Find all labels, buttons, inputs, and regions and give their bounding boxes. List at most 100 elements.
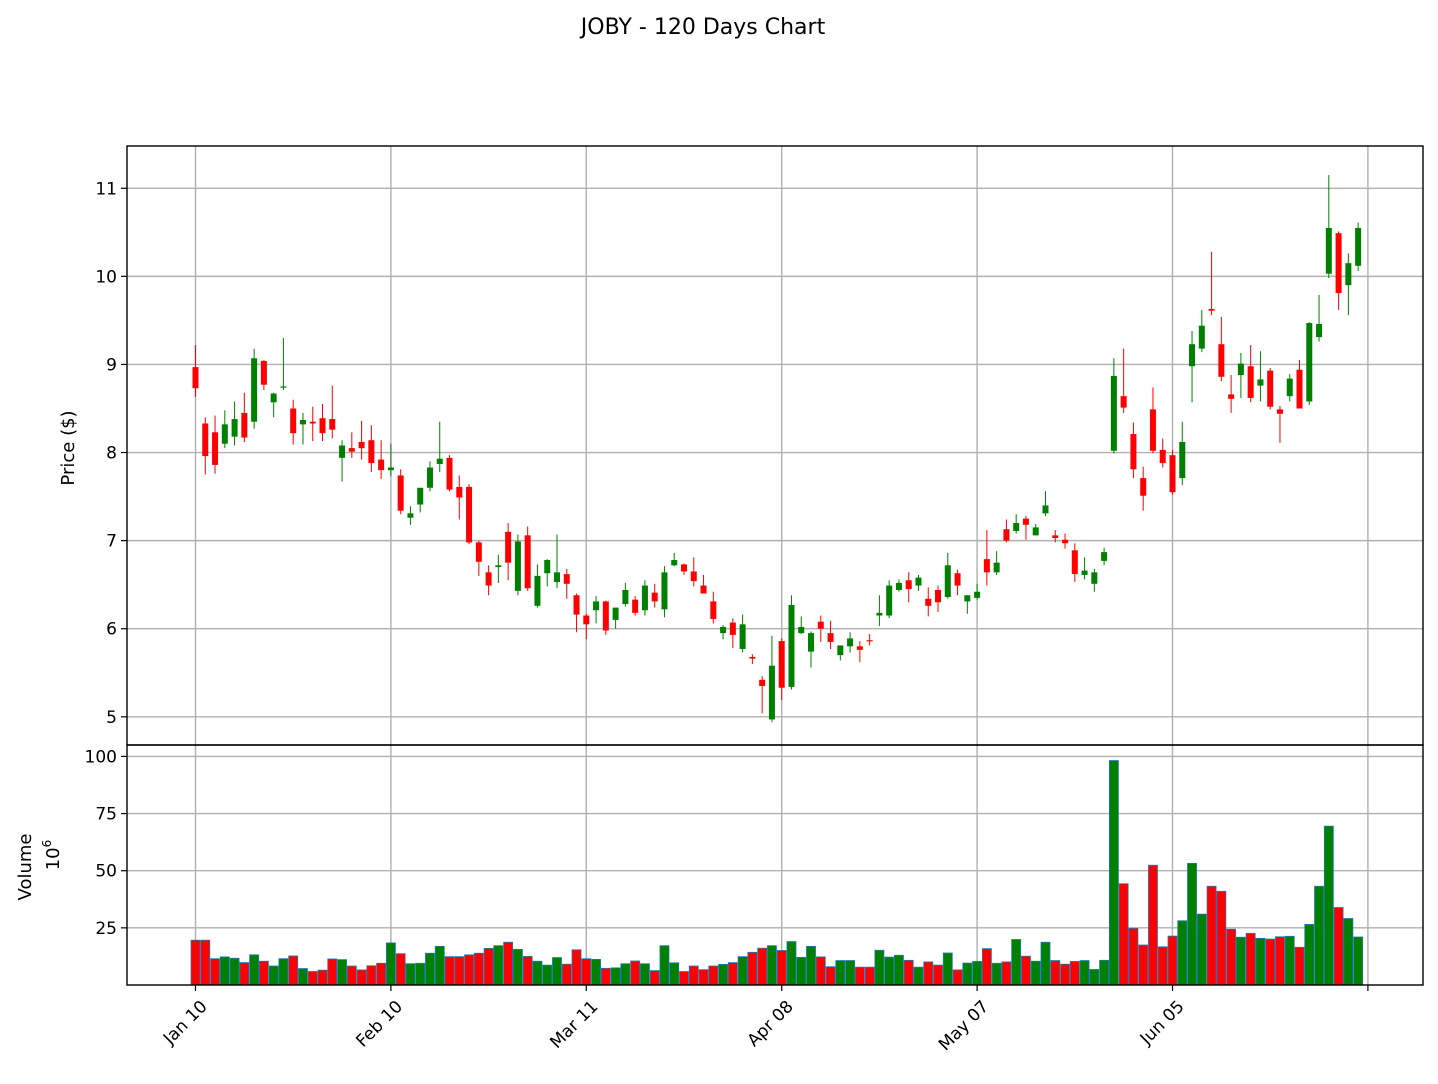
- candle-body: [476, 542, 482, 561]
- candle-body: [720, 627, 726, 633]
- volume-bar: [865, 967, 874, 985]
- candle-body: [1306, 323, 1312, 401]
- price-y-tick-label: 9: [106, 355, 117, 375]
- volume-bar: [572, 950, 581, 985]
- candle-body: [1091, 572, 1097, 583]
- volume-bar: [670, 963, 679, 985]
- candle-body: [847, 638, 853, 646]
- volume-bar: [904, 960, 913, 985]
- candle-body: [896, 583, 902, 590]
- candle-body: [769, 666, 775, 720]
- volume-bar: [1012, 940, 1021, 985]
- candle-body: [1062, 540, 1068, 544]
- volume-bar: [357, 970, 366, 985]
- candle-body: [388, 468, 394, 471]
- volume-bar: [680, 972, 689, 985]
- volume-bar: [689, 966, 698, 985]
- volume-bar: [1070, 961, 1079, 985]
- price-y-tick-label: 6: [106, 620, 117, 640]
- candle-body: [828, 633, 834, 642]
- volume-bar: [621, 964, 630, 985]
- candle-body: [1199, 326, 1205, 349]
- volume-bar: [562, 964, 571, 985]
- candle-body: [1277, 409, 1283, 413]
- candle-body: [837, 645, 843, 655]
- candle-body: [671, 560, 677, 565]
- volume-bar: [767, 946, 776, 985]
- candle-body: [280, 386, 286, 387]
- candle-body: [1013, 523, 1019, 531]
- volume-y-tick-label: 50: [95, 862, 117, 882]
- candle-body: [1121, 396, 1127, 407]
- volume-bar: [220, 957, 229, 985]
- volume-bar: [787, 942, 796, 985]
- candle-body: [349, 448, 355, 452]
- price-y-tick-label: 10: [95, 267, 117, 287]
- volume-bar: [631, 961, 640, 985]
- candle-body: [437, 459, 443, 464]
- volume-bar: [719, 964, 728, 985]
- volume-bar: [289, 956, 298, 985]
- volume-bar: [191, 940, 200, 985]
- volume-bar: [1021, 956, 1030, 985]
- volume-bar: [1256, 938, 1265, 985]
- candle-body: [593, 601, 599, 610]
- volume-bar: [1178, 921, 1187, 985]
- candle-body: [427, 468, 433, 488]
- volume-bar: [1168, 936, 1177, 985]
- candle-body: [1209, 309, 1215, 311]
- candle-body: [495, 565, 501, 567]
- candle-body: [1033, 527, 1039, 535]
- volume-exponent-base: 10: [43, 847, 64, 870]
- candle-body: [1111, 376, 1117, 451]
- volume-bar: [1051, 961, 1060, 985]
- volume-exponent-power: 6: [40, 840, 54, 848]
- volume-bar: [533, 961, 542, 985]
- candle-body: [1238, 364, 1244, 375]
- volume-bar: [601, 968, 610, 985]
- volume-bar: [1227, 929, 1236, 985]
- candle-body: [818, 622, 824, 629]
- volume-bar: [797, 957, 806, 985]
- volume-bar: [1266, 939, 1275, 985]
- candle-body: [1130, 434, 1136, 469]
- candle-body: [359, 442, 365, 448]
- candle-body: [320, 418, 326, 433]
- candle-body: [994, 563, 1000, 573]
- candle-body: [329, 419, 335, 430]
- candle-body: [876, 613, 882, 616]
- candle-body: [1003, 529, 1009, 540]
- volume-bar: [973, 961, 982, 985]
- volume-bar: [494, 946, 503, 985]
- candle-body: [779, 641, 785, 688]
- candle-body: [1267, 371, 1273, 407]
- x-tick-label: Mar 11: [546, 997, 602, 1053]
- candle-body: [710, 601, 716, 619]
- candle-body: [1336, 233, 1342, 293]
- volume-bar: [1315, 886, 1324, 985]
- volume-axis-label: Volume: [15, 834, 36, 901]
- candle-body: [798, 627, 804, 633]
- candle-body: [407, 513, 413, 517]
- candle-body: [486, 572, 492, 585]
- volume-bar: [953, 970, 962, 985]
- candle-body: [945, 565, 951, 597]
- candle-body: [564, 574, 570, 584]
- volume-bar: [1236, 937, 1245, 985]
- candle-body: [574, 595, 580, 614]
- volume-bar: [826, 967, 835, 985]
- candle-body: [1023, 519, 1029, 525]
- x-tick-label: Jan 10: [159, 997, 212, 1050]
- volume-bar: [201, 940, 210, 985]
- volume-bar: [748, 952, 757, 985]
- x-tick-label: May 07: [935, 997, 993, 1055]
- candle-body: [1052, 535, 1058, 538]
- x-tick-label: Jun 05: [1136, 997, 1189, 1050]
- volume-bar: [425, 953, 434, 985]
- volume-bar: [738, 957, 747, 985]
- volume-bar: [1002, 962, 1011, 985]
- volume-bar: [836, 961, 845, 985]
- volume-bar: [318, 970, 327, 985]
